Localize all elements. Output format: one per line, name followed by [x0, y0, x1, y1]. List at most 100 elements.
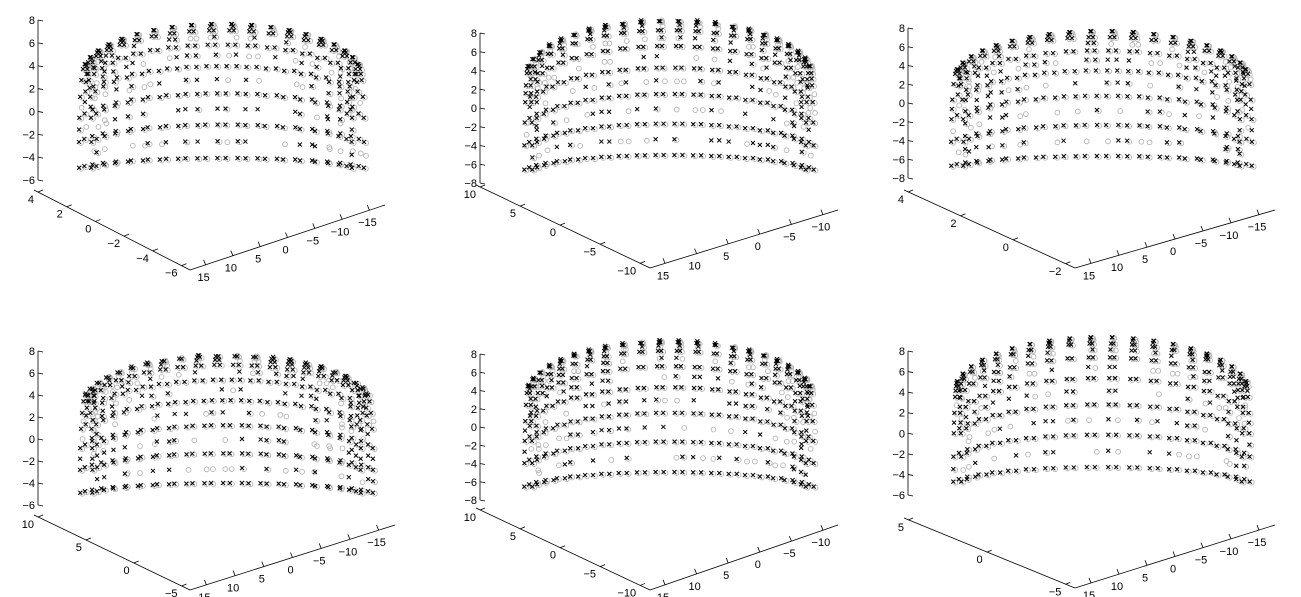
data-point-x: [305, 37, 311, 43]
data-point-o: [299, 84, 306, 90]
data-point-x: [641, 54, 647, 60]
data-point-x: [734, 124, 739, 129]
data-point-x: [976, 472, 981, 477]
data-point-o: [673, 106, 680, 113]
data-point-x: [606, 95, 612, 100]
data-point-x: [765, 157, 771, 162]
x-tick: [757, 228, 761, 235]
data-point-x: [623, 412, 629, 417]
data-point-x: [220, 409, 226, 415]
data-point-x: [758, 87, 763, 93]
data-point-x: [711, 351, 717, 356]
data-point-x: [733, 389, 739, 394]
data-point-x: [346, 462, 352, 468]
data-point-x: [971, 381, 976, 386]
data-point-x: [966, 112, 972, 118]
data-point-x: [691, 92, 696, 97]
data-point-x: [1003, 156, 1009, 161]
data-point-x: [1083, 68, 1089, 73]
data-point-x: [534, 123, 539, 129]
x-tick: [662, 579, 666, 585]
x-tick: [1144, 560, 1148, 566]
data-point-x: [1147, 404, 1153, 410]
data-point-o: [642, 36, 648, 43]
data-point-x: [749, 391, 755, 397]
data-point-x: [93, 421, 99, 427]
data-point-x: [634, 469, 640, 475]
data-point-x: [364, 421, 370, 427]
data-point-x: [1150, 340, 1156, 346]
data-point-x: [1235, 65, 1241, 70]
data-point-x: [1208, 69, 1214, 74]
x-tick: [1144, 241, 1148, 248]
data-point-x: [1157, 154, 1163, 160]
data-point-x: [570, 41, 575, 46]
data-point-x: [599, 109, 604, 115]
data-point-x: [1084, 57, 1089, 63]
data-point-x: [194, 77, 200, 83]
data-point-x: [583, 416, 588, 422]
data-point-o: [1196, 113, 1202, 119]
data-point-x: [757, 419, 763, 424]
data-point-x: [777, 60, 782, 65]
data-point-x: [617, 46, 623, 51]
data-point-x: [709, 107, 714, 113]
data-point-x: [716, 455, 722, 461]
data-point-x: [742, 472, 748, 478]
z-tick-label: −4: [892, 469, 905, 481]
data-point-x: [1049, 367, 1055, 373]
data-point-x: [1052, 154, 1058, 160]
data-point-x: [1115, 138, 1121, 143]
data-point-x: [1132, 348, 1138, 353]
data-point-x: [758, 75, 764, 81]
data-point-x: [1220, 53, 1226, 59]
x-tick-label: −5: [1195, 555, 1208, 567]
data-point-x: [538, 370, 544, 376]
data-point-o: [750, 44, 756, 50]
data-point-o: [772, 435, 779, 442]
data-point-x: [642, 425, 648, 430]
data-point-x: [1103, 122, 1109, 128]
y-tick: [519, 526, 526, 530]
data-point-x: [997, 440, 1003, 446]
y-tick-label: −5: [584, 246, 597, 258]
data-point-x: [149, 393, 154, 399]
data-point-x: [172, 399, 178, 405]
data-point-x: [175, 92, 181, 98]
data-point-o: [990, 69, 997, 76]
data-point-x: [606, 427, 612, 433]
data-point-o: [1052, 60, 1059, 66]
data-point-x: [77, 490, 83, 496]
data-point-x: [680, 152, 685, 158]
z-tick: [479, 126, 486, 129]
data-point-x: [967, 369, 973, 375]
data-point-x: [962, 146, 968, 152]
data-point-x: [145, 157, 151, 162]
data-point-x: [324, 417, 330, 423]
data-point-x: [85, 393, 91, 399]
data-point-x: [1050, 404, 1056, 410]
data-point-x: [679, 65, 684, 71]
y-axis-line: [903, 189, 1076, 269]
data-point-x: [640, 44, 646, 50]
data-point-x: [809, 83, 815, 88]
x-tick-label: −15: [367, 537, 386, 549]
data-point-x: [214, 63, 219, 69]
data-point-x: [778, 130, 784, 136]
data-point-x: [297, 97, 303, 102]
data-point-x: [801, 379, 807, 385]
data-point-x: [528, 90, 534, 96]
data-point-x: [1242, 66, 1248, 72]
data-point-x: [715, 387, 721, 392]
data-point-x: [1210, 115, 1216, 120]
data-point-x: [1173, 381, 1179, 386]
z-tick-label: 2: [471, 84, 477, 96]
data-point-x: [809, 402, 815, 408]
data-point-x: [346, 438, 352, 444]
data-point-x: [1003, 126, 1009, 132]
data-point-x: [1114, 68, 1120, 73]
data-point-x: [617, 399, 622, 404]
x-tick-label: 5: [723, 570, 729, 582]
data-point-x: [616, 426, 622, 431]
data-point-x: [1046, 340, 1051, 346]
